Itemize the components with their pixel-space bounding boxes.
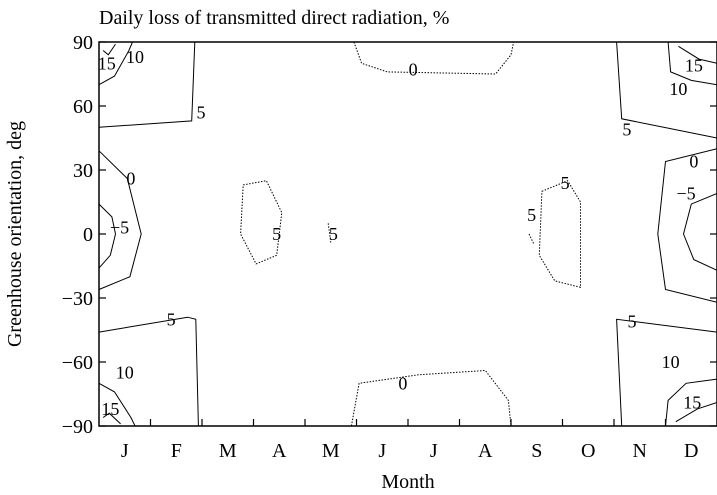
contour-line-10 bbox=[665, 378, 717, 427]
contour-label: 10 bbox=[669, 79, 687, 99]
chart-title: Daily loss of transmitted direct radiati… bbox=[99, 7, 449, 29]
contour-line-5 bbox=[616, 318, 717, 427]
x-tick-label: D bbox=[684, 440, 698, 462]
contour-line-0 bbox=[657, 148, 717, 303]
contour-label: 5 bbox=[527, 205, 536, 225]
contour-label: 10 bbox=[126, 47, 144, 67]
contour-line-5 bbox=[528, 233, 535, 245]
contour-line-5 bbox=[327, 223, 332, 243]
x-tick-label: J bbox=[430, 440, 438, 462]
y-tick-label: −90 bbox=[62, 416, 93, 438]
contour-label: 0 bbox=[398, 373, 407, 393]
contour-label: 15 bbox=[101, 399, 119, 419]
x-tick-label: S bbox=[531, 440, 542, 462]
y-tick-label: 60 bbox=[73, 96, 93, 118]
contour-line-5 bbox=[98, 316, 199, 427]
contour-line-0 bbox=[353, 41, 515, 75]
x-tick-label: J bbox=[378, 440, 386, 462]
x-tick-label: O bbox=[581, 440, 595, 462]
contour-label: −5 bbox=[677, 183, 696, 203]
contour-line-minus5 bbox=[98, 203, 117, 269]
contour-line-15 bbox=[102, 412, 121, 425]
contour-line-0 bbox=[98, 150, 142, 290]
contour-line-10 bbox=[667, 41, 717, 86]
x-axis-title: Month bbox=[381, 471, 434, 493]
contour-label: −5 bbox=[110, 218, 129, 238]
contour-label: 5 bbox=[628, 311, 637, 331]
contour-line-15 bbox=[102, 43, 116, 56]
contour-label: 15 bbox=[683, 393, 701, 413]
contour-label: 0 bbox=[409, 60, 418, 80]
contour-label: 5 bbox=[329, 224, 338, 244]
x-tick-label: A bbox=[272, 440, 287, 462]
contour-label: 5 bbox=[272, 224, 281, 244]
x-tick-label: J bbox=[121, 440, 129, 462]
plot-area-frame bbox=[98, 41, 717, 427]
contour-line-10 bbox=[98, 382, 136, 427]
contour-label: 15 bbox=[98, 53, 116, 73]
x-tick-label: M bbox=[219, 440, 237, 462]
contour-label: 0 bbox=[126, 169, 135, 189]
contour-label: 5 bbox=[196, 102, 205, 122]
contour-line-5 bbox=[538, 180, 581, 288]
contour-label: 5 bbox=[622, 119, 631, 139]
y-tick-label: 90 bbox=[73, 32, 93, 54]
contour-line-5 bbox=[98, 41, 196, 128]
x-tick-label: A bbox=[478, 440, 493, 462]
x-tick-label: F bbox=[171, 440, 182, 462]
y-axis: 90 60 30 0 −30 −60 −90 bbox=[62, 32, 717, 438]
contour-label: 0 bbox=[689, 151, 698, 171]
y-tick-label: 30 bbox=[73, 160, 93, 182]
contour-line-minus5 bbox=[682, 193, 717, 271]
contour-labels: 15 10 5 0 15 10 5 0 −5 0 −5 5 5 5 5 5 5 10 10 15 15 0 bbox=[98, 47, 703, 419]
contour-line-15 bbox=[678, 45, 717, 64]
x-tick-label: M bbox=[322, 440, 340, 462]
y-axis-title: Greenhouse orientation, deg bbox=[4, 121, 26, 347]
contour-line-0 bbox=[350, 369, 512, 427]
x-tick-label: N bbox=[633, 440, 647, 462]
contour-label: 10 bbox=[662, 352, 680, 372]
y-tick-label: 0 bbox=[83, 224, 93, 246]
contour-label: 15 bbox=[685, 55, 703, 75]
contour-label: 5 bbox=[561, 173, 570, 193]
contour-label: 10 bbox=[116, 363, 134, 383]
contour-line-5 bbox=[240, 180, 283, 265]
contour-line-5 bbox=[616, 41, 717, 139]
contour-label: 5 bbox=[167, 309, 176, 329]
y-tick-label: −30 bbox=[62, 288, 93, 310]
contour-line-15 bbox=[675, 402, 717, 423]
contour-lines bbox=[98, 41, 717, 427]
y-tick-label: −60 bbox=[62, 352, 93, 374]
contour-line-10 bbox=[98, 41, 133, 86]
